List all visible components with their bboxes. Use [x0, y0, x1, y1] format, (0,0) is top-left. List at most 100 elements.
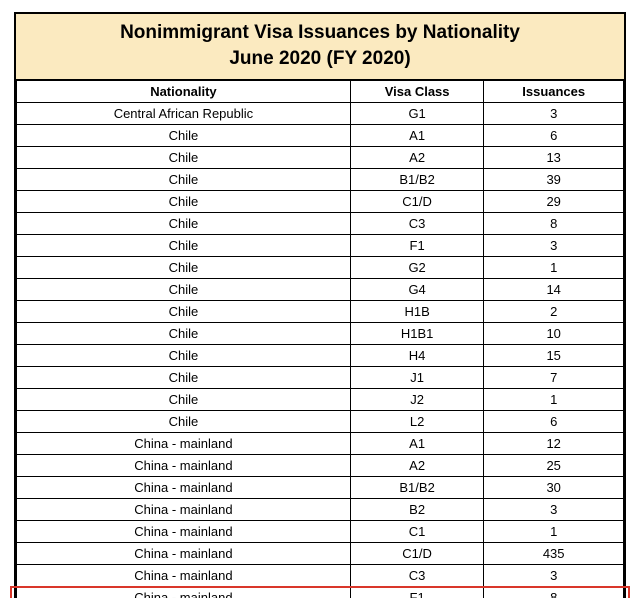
cell-visa-class: H4 — [350, 345, 484, 367]
cell-visa-class: H1B — [350, 301, 484, 323]
cell-issuances: 8 — [484, 587, 624, 598]
cell-issuances: 6 — [484, 125, 624, 147]
cell-issuances: 3 — [484, 235, 624, 257]
cell-visa-class: A2 — [350, 455, 484, 477]
table-row: China - mainlandF18 — [17, 587, 624, 598]
table-row: China - mainlandB1/B230 — [17, 477, 624, 499]
table-row: ChileL26 — [17, 411, 624, 433]
cell-nationality: Chile — [17, 213, 351, 235]
cell-visa-class: C1/D — [350, 543, 484, 565]
col-header-issuances: Issuances — [484, 80, 624, 103]
cell-nationality: Chile — [17, 169, 351, 191]
cell-visa-class: H1B1 — [350, 323, 484, 345]
cell-issuances: 12 — [484, 433, 624, 455]
title-line2: June 2020 (FY 2020) — [229, 48, 410, 69]
cell-nationality: China - mainland — [17, 477, 351, 499]
cell-visa-class: G2 — [350, 257, 484, 279]
table-row: ChileF13 — [17, 235, 624, 257]
cell-nationality: Chile — [17, 367, 351, 389]
cell-nationality: Chile — [17, 301, 351, 323]
cell-nationality: Chile — [17, 191, 351, 213]
table-row: ChileA213 — [17, 147, 624, 169]
col-header-nationality: Nationality — [17, 80, 351, 103]
cell-issuances: 6 — [484, 411, 624, 433]
cell-visa-class: A1 — [350, 433, 484, 455]
table-row: ChileJ21 — [17, 389, 624, 411]
report-outer-border: Nonimmigrant Visa Issuances by Nationali… — [14, 12, 626, 598]
cell-issuances: 14 — [484, 279, 624, 301]
cell-issuances: 1 — [484, 521, 624, 543]
cell-visa-class: A2 — [350, 147, 484, 169]
cell-issuances: 13 — [484, 147, 624, 169]
cell-nationality: Chile — [17, 323, 351, 345]
table-row: ChileH415 — [17, 345, 624, 367]
table-row: China - mainlandC33 — [17, 565, 624, 587]
cell-visa-class: L2 — [350, 411, 484, 433]
cell-issuances: 1 — [484, 389, 624, 411]
cell-nationality: Chile — [17, 345, 351, 367]
table-row: ChileC38 — [17, 213, 624, 235]
cell-issuances: 39 — [484, 169, 624, 191]
table-row: China - mainlandC1/D435 — [17, 543, 624, 565]
cell-nationality: China - mainland — [17, 565, 351, 587]
cell-nationality: Central African Republic — [17, 103, 351, 125]
cell-nationality: Chile — [17, 147, 351, 169]
cell-visa-class: C3 — [350, 565, 484, 587]
cell-visa-class: B2 — [350, 499, 484, 521]
cell-issuances: 15 — [484, 345, 624, 367]
cell-issuances: 30 — [484, 477, 624, 499]
page-container: Nonimmigrant Visa Issuances by Nationali… — [0, 0, 640, 598]
cell-visa-class: B1/B2 — [350, 169, 484, 191]
cell-nationality: China - mainland — [17, 499, 351, 521]
cell-visa-class: J1 — [350, 367, 484, 389]
table-row: China - mainlandC11 — [17, 521, 624, 543]
cell-issuances: 435 — [484, 543, 624, 565]
table-row: ChileG414 — [17, 279, 624, 301]
col-header-visa-class: Visa Class — [350, 80, 484, 103]
cell-nationality: China - mainland — [17, 433, 351, 455]
title-line1: Nonimmigrant Visa Issuances by Nationali… — [120, 22, 520, 43]
cell-visa-class: A1 — [350, 125, 484, 147]
visa-table: Nationality Visa Class Issuances Central… — [16, 79, 624, 598]
table-row: ChileH1B110 — [17, 323, 624, 345]
table-row: ChileB1/B239 — [17, 169, 624, 191]
cell-visa-class: B1/B2 — [350, 477, 484, 499]
cell-nationality: Chile — [17, 389, 351, 411]
table-header-row: Nationality Visa Class Issuances — [17, 80, 624, 103]
cell-nationality: Chile — [17, 125, 351, 147]
cell-issuances: 10 — [484, 323, 624, 345]
cell-issuances: 1 — [484, 257, 624, 279]
cell-visa-class: F1 — [350, 587, 484, 598]
cell-issuances: 3 — [484, 565, 624, 587]
table-row: China - mainlandB23 — [17, 499, 624, 521]
cell-nationality: Chile — [17, 411, 351, 433]
cell-nationality: China - mainland — [17, 521, 351, 543]
report-title: Nonimmigrant Visa Issuances by Nationali… — [16, 14, 624, 79]
cell-visa-class: F1 — [350, 235, 484, 257]
table-row: China - mainlandA112 — [17, 433, 624, 455]
cell-visa-class: G4 — [350, 279, 484, 301]
table-body: Central African RepublicG13ChileA16Chile… — [17, 103, 624, 598]
cell-nationality: China - mainland — [17, 587, 351, 598]
cell-issuances: 3 — [484, 499, 624, 521]
cell-visa-class: C1/D — [350, 191, 484, 213]
cell-issuances: 7 — [484, 367, 624, 389]
cell-issuances: 2 — [484, 301, 624, 323]
cell-visa-class: G1 — [350, 103, 484, 125]
cell-nationality: China - mainland — [17, 455, 351, 477]
cell-visa-class: C1 — [350, 521, 484, 543]
table-header: Nationality Visa Class Issuances — [17, 80, 624, 103]
cell-nationality: Chile — [17, 235, 351, 257]
cell-nationality: China - mainland — [17, 543, 351, 565]
table-row: ChileJ17 — [17, 367, 624, 389]
cell-visa-class: J2 — [350, 389, 484, 411]
table-row: Central African RepublicG13 — [17, 103, 624, 125]
table-row: ChileC1/D29 — [17, 191, 624, 213]
cell-issuances: 3 — [484, 103, 624, 125]
cell-nationality: Chile — [17, 279, 351, 301]
table-row: ChileA16 — [17, 125, 624, 147]
cell-issuances: 8 — [484, 213, 624, 235]
table-row: ChileG21 — [17, 257, 624, 279]
table-row: ChileH1B2 — [17, 301, 624, 323]
cell-issuances: 29 — [484, 191, 624, 213]
